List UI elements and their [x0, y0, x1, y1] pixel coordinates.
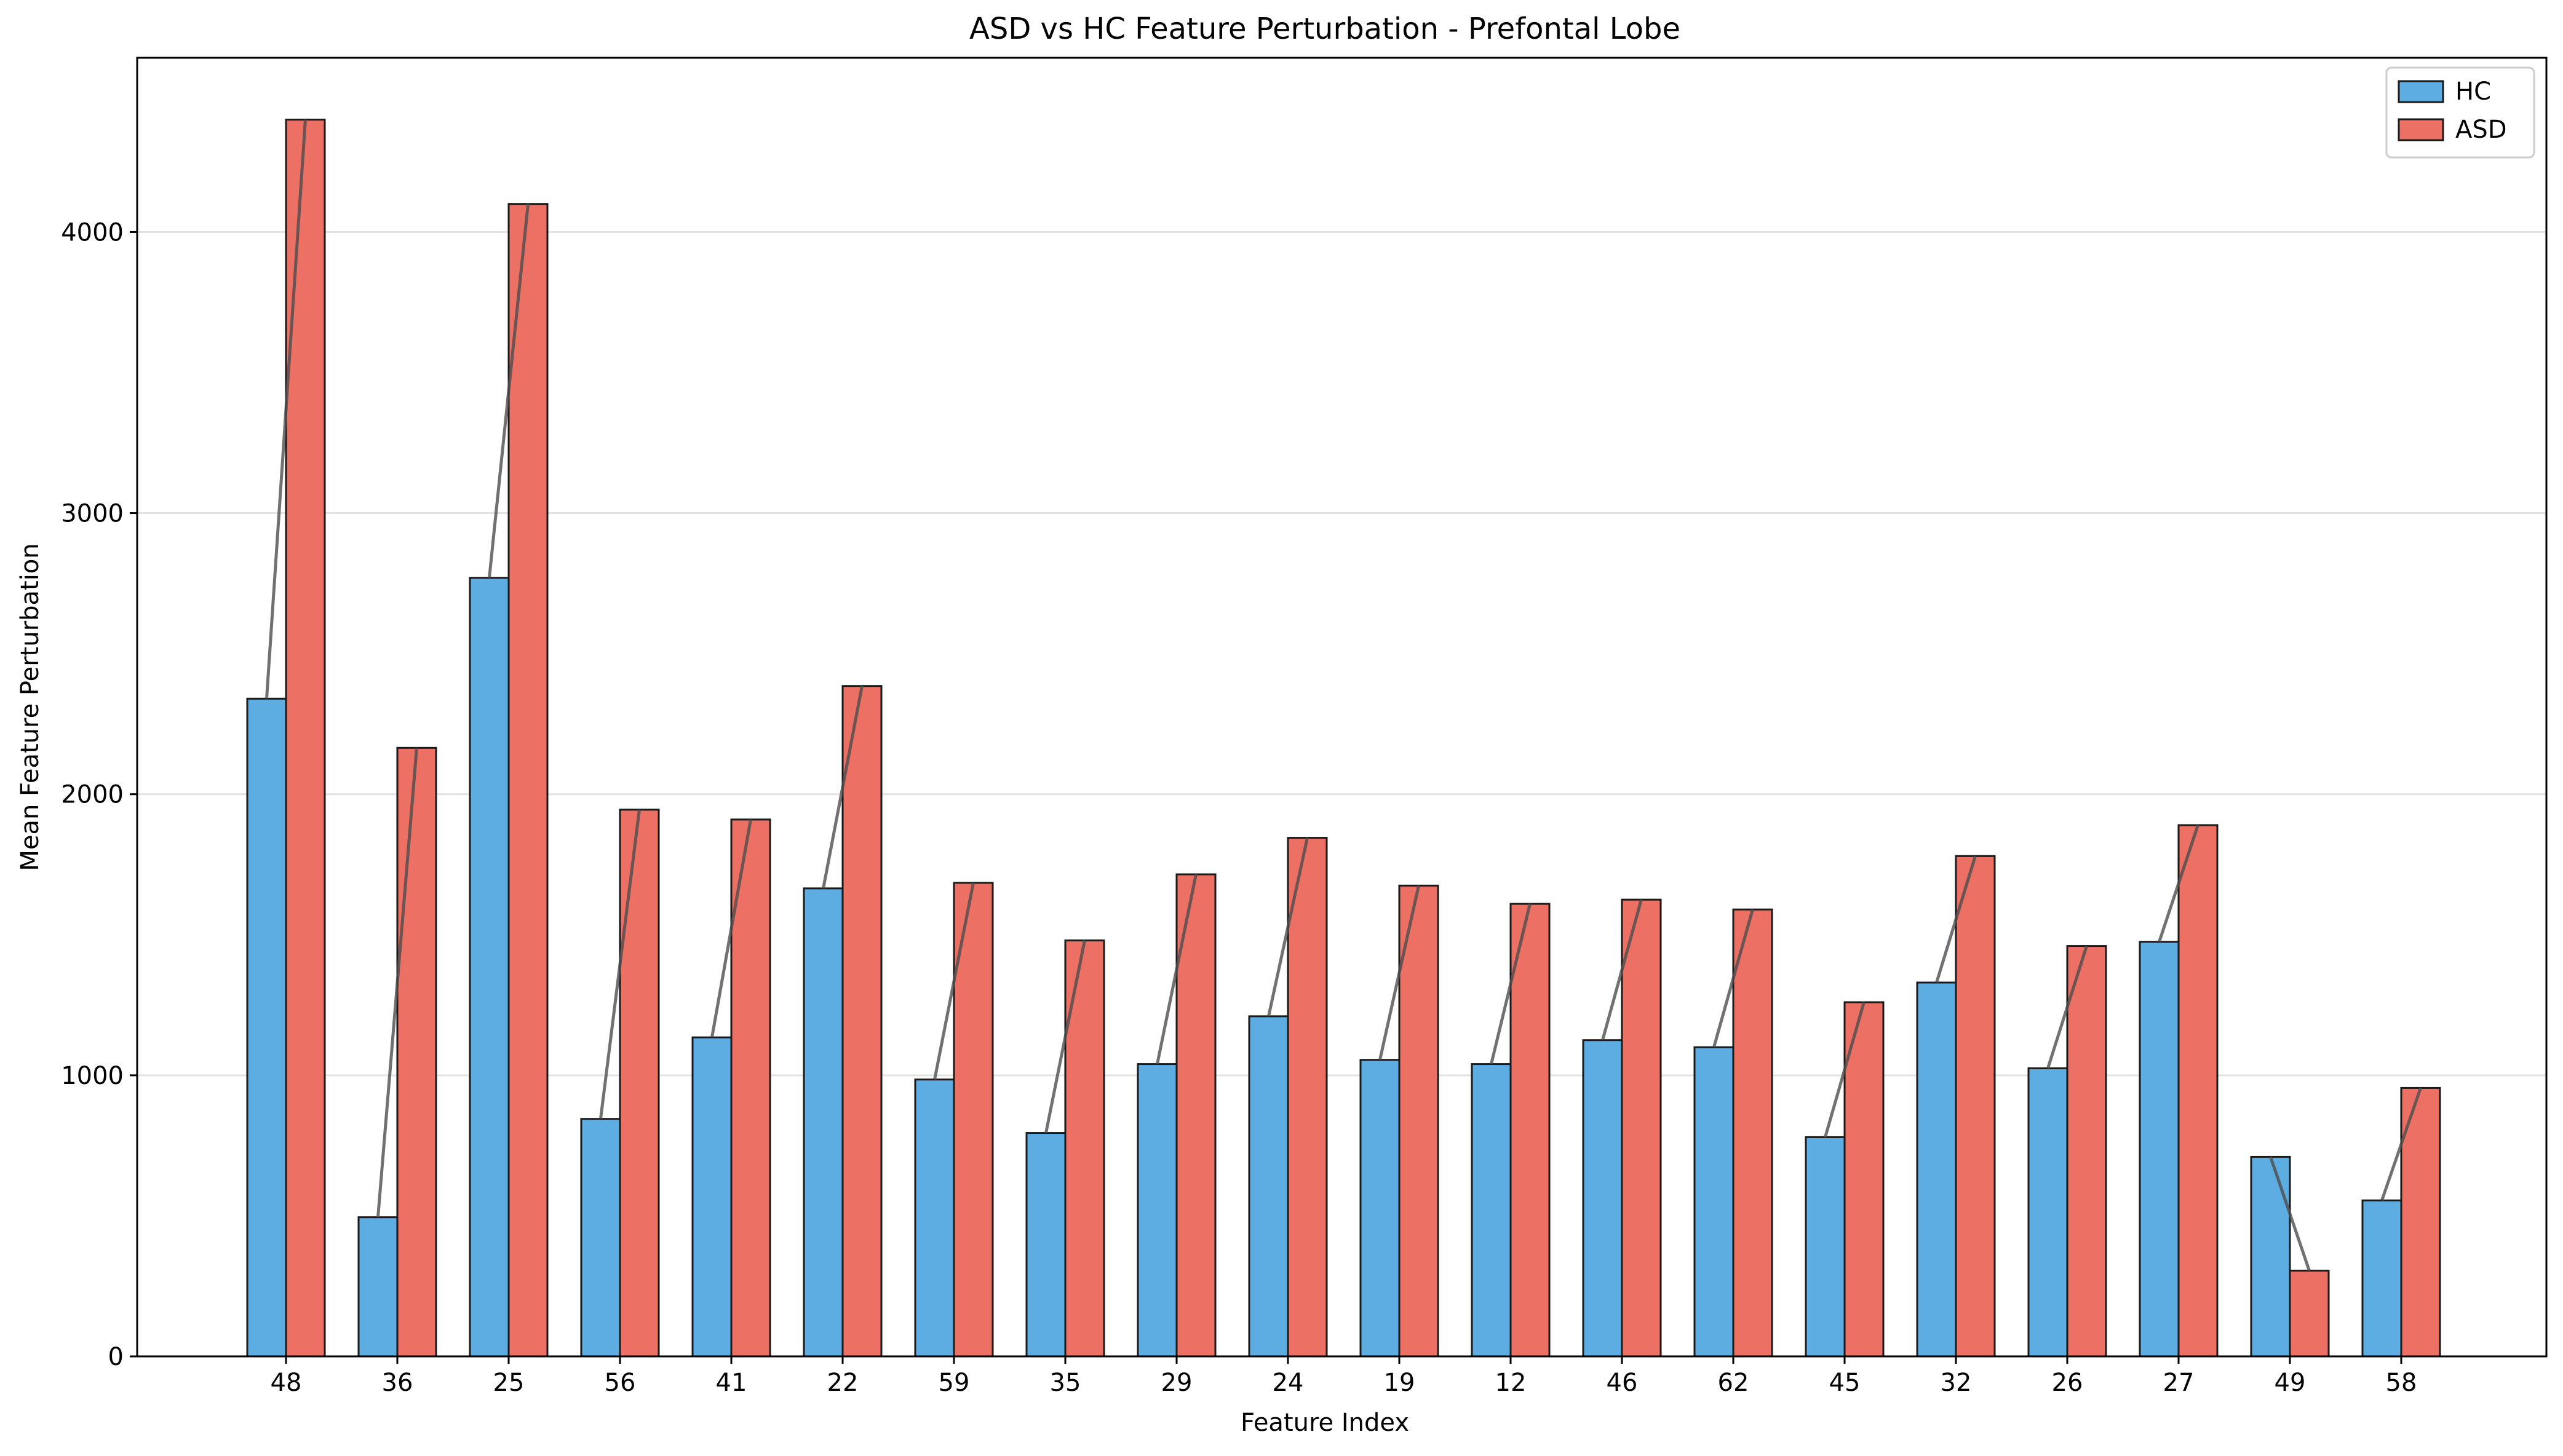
bar-hc-32	[1916, 981, 1957, 1358]
bar-hc-62	[1693, 1046, 1734, 1358]
legend-swatch-asd	[2398, 118, 2444, 141]
bar-asd-26	[2066, 945, 2107, 1358]
connector-line-27	[2158, 825, 2199, 943]
x-tick-label: 41	[716, 1369, 747, 1397]
bar-asd-19	[1398, 884, 1439, 1358]
bar-hc-46	[1582, 1039, 1623, 1358]
x-tick-label: 35	[1050, 1369, 1081, 1397]
x-tick-label: 45	[1829, 1369, 1861, 1397]
bar-hc-48	[246, 697, 287, 1358]
plot-frame	[136, 57, 2548, 1358]
x-tick-label: 46	[1607, 1369, 1638, 1397]
connectors-layer	[265, 119, 2422, 1272]
bar-asd-32	[1955, 855, 1996, 1358]
connector-line-12	[1490, 903, 1532, 1065]
y-axis-label: Mean Feature Perturbation	[16, 543, 44, 871]
connector-line-41	[710, 819, 752, 1038]
ticks-layer: 0 1000 2000 3000 4000 48 36 25 56 41 22 59 35 29 24 19 1…	[61, 218, 2417, 1397]
bar-hc-24	[1248, 1015, 1289, 1358]
y-tick-label: 1000	[61, 1062, 124, 1090]
bar-hc-58	[2361, 1199, 2402, 1358]
x-tick-label: 26	[2052, 1369, 2083, 1397]
connector-line-62	[1712, 909, 1754, 1048]
x-tick-label: 27	[2163, 1369, 2195, 1397]
connector-line-58	[2380, 1087, 2422, 1201]
legend-label-hc: HC	[2455, 77, 2491, 106]
bar-hc-49	[2250, 1155, 2291, 1358]
x-tick-label: 12	[1495, 1369, 1527, 1397]
x-tick-label: 59	[939, 1369, 970, 1397]
connector-line-24	[1267, 837, 1309, 1017]
x-axis-label: Feature Index	[1241, 1409, 1409, 1437]
bar-hc-35	[1025, 1132, 1067, 1358]
bar-asd-46	[1621, 898, 1662, 1358]
bar-hc-27	[2139, 941, 2180, 1358]
connector-line-46	[1601, 899, 1643, 1041]
bar-hc-26	[2027, 1067, 2068, 1358]
x-tick-label: 48	[271, 1369, 302, 1397]
connector-line-26	[2046, 945, 2088, 1069]
bar-asd-49	[2289, 1270, 2330, 1358]
y-tick-label: 2000	[61, 781, 124, 809]
connector-line-29	[1156, 874, 1198, 1065]
axes-layer	[136, 57, 2548, 1358]
bar-asd-56	[619, 809, 660, 1358]
legend-label-asd: ASD	[2455, 116, 2507, 144]
bar-hc-56	[580, 1118, 621, 1358]
bar-asd-24	[1287, 837, 1328, 1358]
legend: HC ASD	[2385, 66, 2535, 159]
bar-hc-19	[1359, 1059, 1401, 1358]
bar-asd-62	[1732, 908, 1773, 1358]
bar-hc-45	[1805, 1136, 1846, 1358]
connector-line-22	[822, 686, 864, 889]
x-tick-label: 22	[827, 1369, 859, 1397]
connector-line-48	[265, 119, 307, 699]
x-tick-label: 56	[605, 1369, 636, 1397]
bar-asd-27	[2177, 824, 2219, 1358]
x-tick-label: 58	[2386, 1369, 2417, 1397]
bar-asd-36	[396, 746, 437, 1358]
connector-line-32	[1935, 855, 1977, 983]
bar-asd-25	[507, 203, 549, 1358]
x-tick-label: 29	[1161, 1369, 1193, 1397]
bar-hc-12	[1471, 1063, 1512, 1358]
bar-hc-59	[914, 1078, 955, 1358]
bar-asd-45	[1843, 1001, 1885, 1358]
connector-line-59	[933, 882, 975, 1080]
x-tick-label: 24	[1273, 1369, 1304, 1397]
connector-line-25	[488, 204, 530, 578]
y-tick-label: 4000	[61, 218, 124, 247]
y-tick-label: 0	[108, 1343, 124, 1371]
bar-hc-36	[357, 1216, 399, 1358]
connector-line-56	[599, 809, 641, 1120]
bar-asd-12	[1509, 903, 1551, 1358]
bar-hc-25	[469, 577, 510, 1358]
bar-hc-22	[803, 887, 844, 1358]
connector-line-19	[1378, 885, 1420, 1061]
bar-asd-58	[2400, 1086, 2441, 1358]
legend-swatch-hc	[2398, 80, 2444, 103]
x-tick-label: 19	[1384, 1369, 1415, 1397]
x-tick-label: 49	[2275, 1369, 2306, 1397]
bar-asd-29	[1175, 873, 1217, 1358]
chart-title: ASD vs HC Feature Perturbation - Prefont…	[969, 12, 1680, 46]
x-tick-label: 32	[1941, 1369, 1972, 1397]
x-tick-label: 36	[382, 1369, 413, 1397]
connector-line-35	[1044, 940, 1086, 1134]
connector-line-45	[1824, 1002, 1866, 1138]
bar-asd-22	[841, 685, 883, 1358]
bar-asd-35	[1064, 939, 1105, 1358]
y-tick-label: 3000	[61, 500, 124, 528]
x-tick-label: 62	[1718, 1369, 1749, 1397]
x-tick-label: 25	[493, 1369, 525, 1397]
connector-line-49	[2269, 1156, 2311, 1272]
connector-line-36	[376, 748, 418, 1217]
bars-layer	[246, 119, 2441, 1358]
bar-hc-29	[1137, 1063, 1178, 1358]
bar-hc-41	[691, 1036, 733, 1358]
